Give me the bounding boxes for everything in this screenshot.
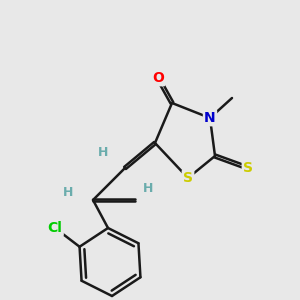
Text: S: S bbox=[183, 171, 193, 185]
Text: H: H bbox=[143, 182, 153, 194]
Text: H: H bbox=[63, 185, 73, 199]
Text: Cl: Cl bbox=[48, 221, 62, 235]
Text: S: S bbox=[243, 161, 253, 175]
Text: O: O bbox=[152, 71, 164, 85]
Text: H: H bbox=[98, 146, 108, 158]
Text: N: N bbox=[204, 111, 216, 125]
